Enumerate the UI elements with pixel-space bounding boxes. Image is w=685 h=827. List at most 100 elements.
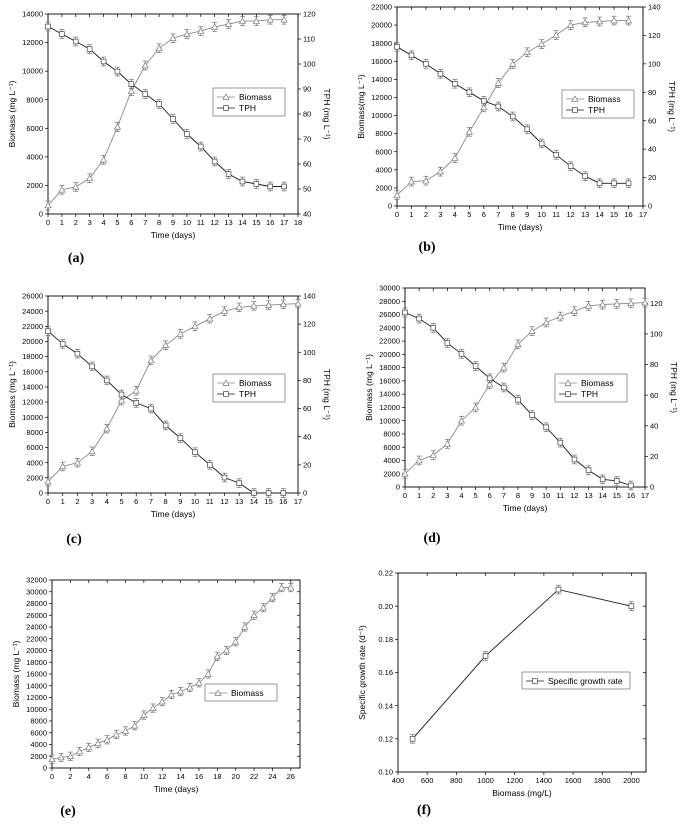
y2-tick-label: 120: [650, 299, 663, 308]
data-point-square: [142, 91, 148, 97]
data-point-square: [394, 44, 400, 50]
data-point-square: [515, 396, 521, 403]
data-point-triangle: [57, 753, 65, 761]
data-point-triangle: [232, 637, 240, 645]
y-tick-label: 10000: [22, 67, 43, 76]
y2-tick-label: 60: [303, 160, 311, 169]
y-tick-label: 24000: [22, 307, 43, 316]
data-point-triangle: [48, 755, 56, 762]
data-point-triangle: [610, 16, 618, 24]
data-point-triangle: [191, 322, 199, 330]
y2-tick-label: 20: [650, 452, 658, 461]
data-point-square: [543, 424, 549, 431]
x-tick-label: 12: [570, 491, 578, 500]
data-point-triangle: [259, 603, 267, 611]
y-tick-label: 10000: [26, 705, 47, 714]
y2-axis-label: TPH (mg L⁻¹): [669, 362, 679, 413]
data-point-square: [156, 101, 162, 107]
y-tick-label: 0.16: [378, 668, 393, 677]
legend-entry: Biomass: [581, 378, 614, 388]
x-tick-label: 0: [50, 772, 54, 781]
data-point-square: [265, 490, 272, 496]
x-tick-label: 7: [496, 210, 500, 219]
x-axis-label: Time (days): [151, 509, 196, 519]
y-tick-label: 26000: [26, 611, 47, 620]
data-point-triangle: [486, 380, 494, 387]
data-point-triangle: [294, 299, 302, 307]
y-tick-label: 30000: [26, 587, 47, 596]
x-tick-label: 7: [149, 497, 153, 506]
legend-box: [521, 671, 631, 690]
y-tick-label: 0.18: [378, 635, 393, 644]
x-tick-label: 15: [264, 497, 272, 506]
y2-tick-label: 100: [303, 348, 316, 357]
panel-label: (f): [417, 803, 431, 818]
data-point-triangle: [278, 583, 286, 591]
x-tick-label: 14: [176, 772, 184, 781]
data-point-triangle: [103, 424, 111, 432]
x-tick-label: 9: [178, 497, 182, 506]
y-tick-label: 30000: [379, 284, 400, 293]
series-specific-growth-rate: [409, 584, 635, 744]
data-point-triangle: [141, 61, 149, 69]
y-tick-label: 14000: [22, 383, 43, 392]
y2-tick-label: 120: [303, 320, 316, 329]
legend-marker-square: [223, 105, 229, 111]
y2-tick-label: 100: [648, 59, 661, 68]
data-point-square: [133, 400, 139, 406]
y-tick-label: 0.10: [378, 768, 393, 777]
legend-entry: TPH: [588, 105, 605, 115]
x-tick-label: 16: [279, 497, 287, 506]
y-tick-label: 20000: [371, 21, 392, 30]
data-point-triangle: [264, 301, 273, 308]
chart-panel-e: 0 2 4 6 8 10 12 14 16 18 20 22 24 2602000400060008000…: [11, 576, 301, 819]
y2-tick-label: 40: [650, 421, 658, 430]
data-point-square: [555, 586, 562, 593]
legend-entry: Specific growth rate: [548, 676, 623, 686]
data-point-triangle: [99, 155, 108, 163]
x-tick-label: 4: [87, 772, 91, 781]
x-tick-label: 10: [191, 497, 199, 506]
data-point-triangle: [624, 16, 633, 24]
data-point-triangle: [94, 739, 102, 747]
y-tick-label: 6000: [383, 443, 400, 452]
data-point-triangle: [195, 679, 203, 686]
data-point-square: [59, 341, 66, 347]
y2-tick-label: 40: [303, 210, 311, 219]
x-tick-label: 10: [542, 491, 550, 500]
panel-label: (e): [60, 804, 76, 819]
data-point-triangle: [235, 303, 243, 311]
data-point-square: [582, 173, 588, 179]
x-tick-label: 0: [395, 210, 399, 219]
data-point-triangle: [266, 15, 274, 23]
data-point-triangle: [595, 17, 604, 25]
x-tick-label: 1: [417, 491, 421, 500]
data-point-triangle: [183, 30, 191, 37]
data-point-square: [567, 163, 574, 169]
legend-entry: Biomass: [239, 378, 272, 388]
y-tick-label: 6000: [26, 443, 43, 452]
y2-tick-label: 80: [648, 88, 656, 97]
y-tick-label: 12000: [26, 693, 47, 702]
y2-tick-label: 140: [303, 292, 316, 301]
x-tick-label: 22: [250, 772, 258, 781]
x-tick-label: 6: [482, 210, 486, 219]
data-point-triangle: [567, 21, 575, 28]
x-tick-label: 11: [552, 210, 560, 219]
data-point-triangle: [407, 177, 416, 185]
legend-box: [212, 87, 286, 117]
chart-panel-f: 400 600 800 1000 1200 1400 1600 1800 2000 0.10 0.1…: [357, 569, 647, 818]
legend-marker-triangle: [564, 379, 572, 386]
data-point-triangle: [465, 128, 473, 135]
x-tick-label: 1200: [506, 776, 523, 785]
y2-tick-label: 50: [303, 185, 311, 194]
legend-box: [204, 683, 278, 702]
data-point-square: [170, 116, 176, 122]
data-point-triangle: [66, 752, 74, 760]
y-tick-label: 18000: [371, 39, 392, 48]
x-tick-label: 400: [392, 776, 405, 785]
y2-tick-label: 100: [650, 330, 663, 339]
legend-entry: Biomass: [239, 92, 272, 102]
x-tick-label: 15: [252, 218, 260, 227]
